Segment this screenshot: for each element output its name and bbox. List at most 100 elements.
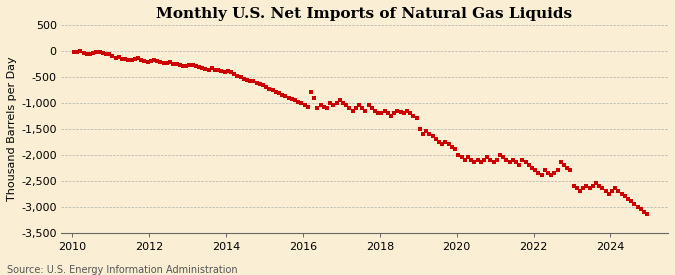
Point [546,173,557,178]
Point [286,97,297,101]
Point [184,63,194,68]
Point [479,158,489,162]
Point [629,202,640,206]
Text: Source: U.S. Energy Information Administration: Source: U.S. Energy Information Administ… [7,265,238,275]
Point [88,51,99,56]
Point [539,168,550,172]
Point [469,160,480,165]
Point [84,52,95,57]
Point [482,155,493,160]
Point [110,55,121,60]
Point [219,69,230,74]
Point [101,52,111,56]
Point [587,184,598,188]
Point [572,186,583,191]
Point [427,134,438,139]
Point [622,197,633,201]
Point [328,103,339,108]
Point [242,78,252,82]
Point [565,168,576,172]
Point [383,111,394,115]
Point [113,55,124,59]
Point [82,52,92,56]
Point [277,93,288,97]
Point [306,90,317,95]
Point [315,103,326,108]
Point [424,132,435,136]
Point [312,106,323,110]
Point [370,108,381,113]
Point [584,186,595,191]
Point [411,116,422,120]
Point [117,56,128,61]
Point [229,72,240,76]
Point [635,207,646,211]
Point [600,189,611,193]
Point [396,110,406,114]
Point [578,186,589,191]
Point [485,158,495,162]
Point [72,50,82,54]
Point [232,73,243,78]
Point [360,108,371,113]
Point [379,108,390,113]
Point [235,75,246,79]
Point [203,67,214,72]
Point [613,189,624,193]
Point [97,51,108,55]
Point [130,57,140,61]
Point [264,87,275,91]
Point [284,95,294,100]
Point [530,168,541,172]
Point [376,111,387,115]
Point [258,83,269,87]
Point [299,103,310,108]
Point [536,173,547,178]
Point [459,158,470,162]
Point [642,212,653,216]
Point [597,186,608,191]
Point [91,50,102,55]
Point [207,66,217,71]
Point [331,101,342,105]
Point [552,168,563,172]
Point [200,67,211,71]
Point [616,191,627,196]
Point [155,60,166,64]
Point [95,50,105,54]
Point [107,54,118,58]
Point [194,65,205,70]
Point [341,103,352,108]
Point [123,58,134,62]
Point [321,106,332,110]
Point [178,64,188,68]
Point [549,170,560,175]
Point [533,170,544,175]
Point [139,59,150,64]
Point [462,155,473,160]
Point [293,100,304,104]
Point [225,70,236,74]
Point [142,60,153,64]
Point [431,137,441,141]
Point [296,101,307,106]
Point [556,160,566,165]
Point [639,210,649,214]
Point [367,106,377,110]
Point [267,88,278,92]
Point [290,98,300,102]
Point [280,94,291,98]
Point [389,111,400,115]
Point [363,103,374,108]
Point [273,91,284,96]
Point [632,204,643,209]
Point [450,147,460,152]
Point [254,81,265,86]
Point [334,98,345,102]
Point [120,57,131,61]
Point [510,160,521,165]
Point [238,77,249,81]
Y-axis label: Thousand Barrels per Day: Thousand Barrels per Day [7,56,17,201]
Point [196,66,207,70]
Point [373,111,383,115]
